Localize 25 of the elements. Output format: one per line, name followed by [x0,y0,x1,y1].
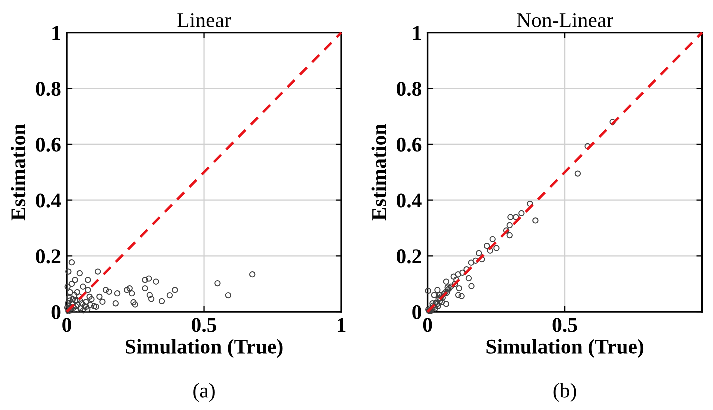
y-tick-label: 0.2 [396,250,422,264]
x-tick-label: 1 [338,318,346,332]
text: (a) [194,383,215,402]
text: (b) [554,383,576,402]
x-tick-label: 0 [423,318,432,332]
y-tick-label: 0.8 [36,82,61,96]
y-tick-label: 0 [52,305,61,320]
y-axis-title: Estimation [10,124,26,221]
x-tick-label: 0.5 [552,318,578,332]
x-axis-title: Simulation (True) [486,339,644,358]
y-tick-label: 1 [414,26,422,40]
y-tick-label: 0.2 [36,250,61,264]
y-tick-label: 0.4 [36,194,62,208]
y-axis-title: Estimation [372,124,386,221]
y-tick-label: 0 [412,305,422,320]
y-tick-label: 0.4 [396,194,422,208]
y-tick-label: 0.6 [396,138,422,152]
x-axis-title: Simulation (True) [126,339,283,358]
chart-title: Non-Linear [517,13,614,28]
x-tick-label: 0 [62,318,72,332]
x-tick-label: 0.5 [192,318,217,332]
y-tick-label: 0.6 [36,138,61,152]
y-tick-label: 0.8 [396,82,422,96]
chart-title: Linear [178,13,232,28]
y-tick-label: 1 [52,26,60,40]
